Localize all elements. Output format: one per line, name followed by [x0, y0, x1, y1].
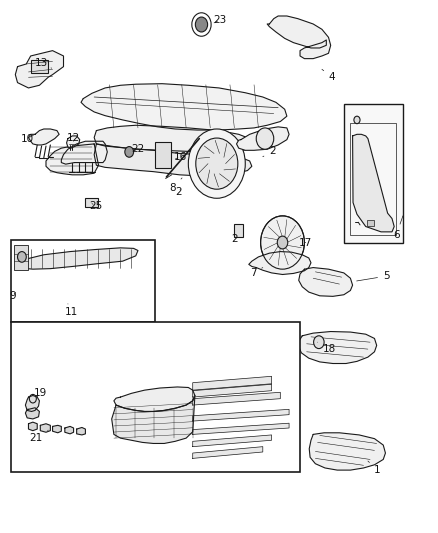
Polygon shape — [112, 395, 195, 443]
Polygon shape — [94, 125, 252, 155]
Text: 22: 22 — [131, 144, 145, 154]
Bar — [14, 245, 28, 270]
Polygon shape — [114, 387, 195, 411]
Circle shape — [277, 236, 288, 249]
Polygon shape — [15, 51, 64, 88]
Bar — [155, 142, 171, 168]
Polygon shape — [353, 134, 394, 232]
Text: 2: 2 — [231, 234, 238, 244]
Polygon shape — [61, 141, 107, 164]
Polygon shape — [25, 395, 39, 411]
Bar — [11, 322, 300, 472]
Text: 10: 10 — [21, 134, 34, 143]
Circle shape — [354, 116, 360, 124]
Text: 2: 2 — [263, 147, 276, 157]
Polygon shape — [46, 144, 99, 175]
Circle shape — [125, 147, 134, 157]
Polygon shape — [53, 425, 61, 433]
Circle shape — [188, 129, 245, 198]
Polygon shape — [267, 16, 331, 59]
Text: 5: 5 — [357, 271, 390, 281]
Circle shape — [314, 336, 324, 349]
Polygon shape — [81, 84, 287, 130]
Polygon shape — [15, 248, 138, 269]
Text: 13: 13 — [35, 58, 52, 68]
Text: 2: 2 — [175, 187, 182, 197]
Text: 25: 25 — [89, 201, 102, 211]
Bar — [11, 240, 155, 322]
Polygon shape — [40, 424, 50, 432]
Text: 4: 4 — [322, 69, 336, 82]
Circle shape — [196, 138, 238, 189]
Polygon shape — [77, 427, 85, 435]
Polygon shape — [193, 376, 272, 390]
Circle shape — [256, 128, 274, 149]
Polygon shape — [67, 136, 80, 148]
Circle shape — [261, 216, 304, 269]
Polygon shape — [28, 129, 59, 145]
Polygon shape — [193, 423, 289, 434]
Bar — [234, 224, 243, 237]
Bar — [31, 60, 48, 73]
Text: 7: 7 — [250, 268, 263, 278]
Polygon shape — [25, 408, 39, 419]
Polygon shape — [299, 332, 377, 364]
Text: 16: 16 — [174, 152, 187, 161]
Bar — [344, 104, 403, 243]
Text: 18: 18 — [318, 342, 336, 354]
Text: 12: 12 — [67, 133, 80, 142]
Text: 1: 1 — [368, 461, 381, 475]
Polygon shape — [193, 409, 289, 421]
Polygon shape — [309, 433, 385, 470]
Polygon shape — [65, 426, 74, 434]
Bar — [85, 198, 98, 207]
Polygon shape — [193, 384, 272, 397]
Text: 19: 19 — [34, 389, 47, 398]
Polygon shape — [237, 127, 289, 150]
Polygon shape — [299, 268, 353, 296]
Polygon shape — [249, 252, 311, 274]
Text: 23: 23 — [213, 15, 226, 25]
Polygon shape — [193, 435, 272, 447]
Text: 9: 9 — [9, 291, 16, 301]
Text: 6: 6 — [393, 216, 403, 239]
Polygon shape — [28, 422, 37, 431]
Text: 8: 8 — [170, 178, 182, 192]
Polygon shape — [193, 447, 263, 458]
Circle shape — [195, 17, 208, 32]
Circle shape — [18, 252, 26, 262]
Bar — [350, 123, 396, 235]
Bar — [367, 220, 374, 226]
Text: 21: 21 — [29, 430, 48, 443]
Polygon shape — [94, 144, 252, 176]
Polygon shape — [193, 392, 280, 405]
Text: 17: 17 — [299, 238, 312, 247]
Text: 11: 11 — [64, 304, 78, 317]
